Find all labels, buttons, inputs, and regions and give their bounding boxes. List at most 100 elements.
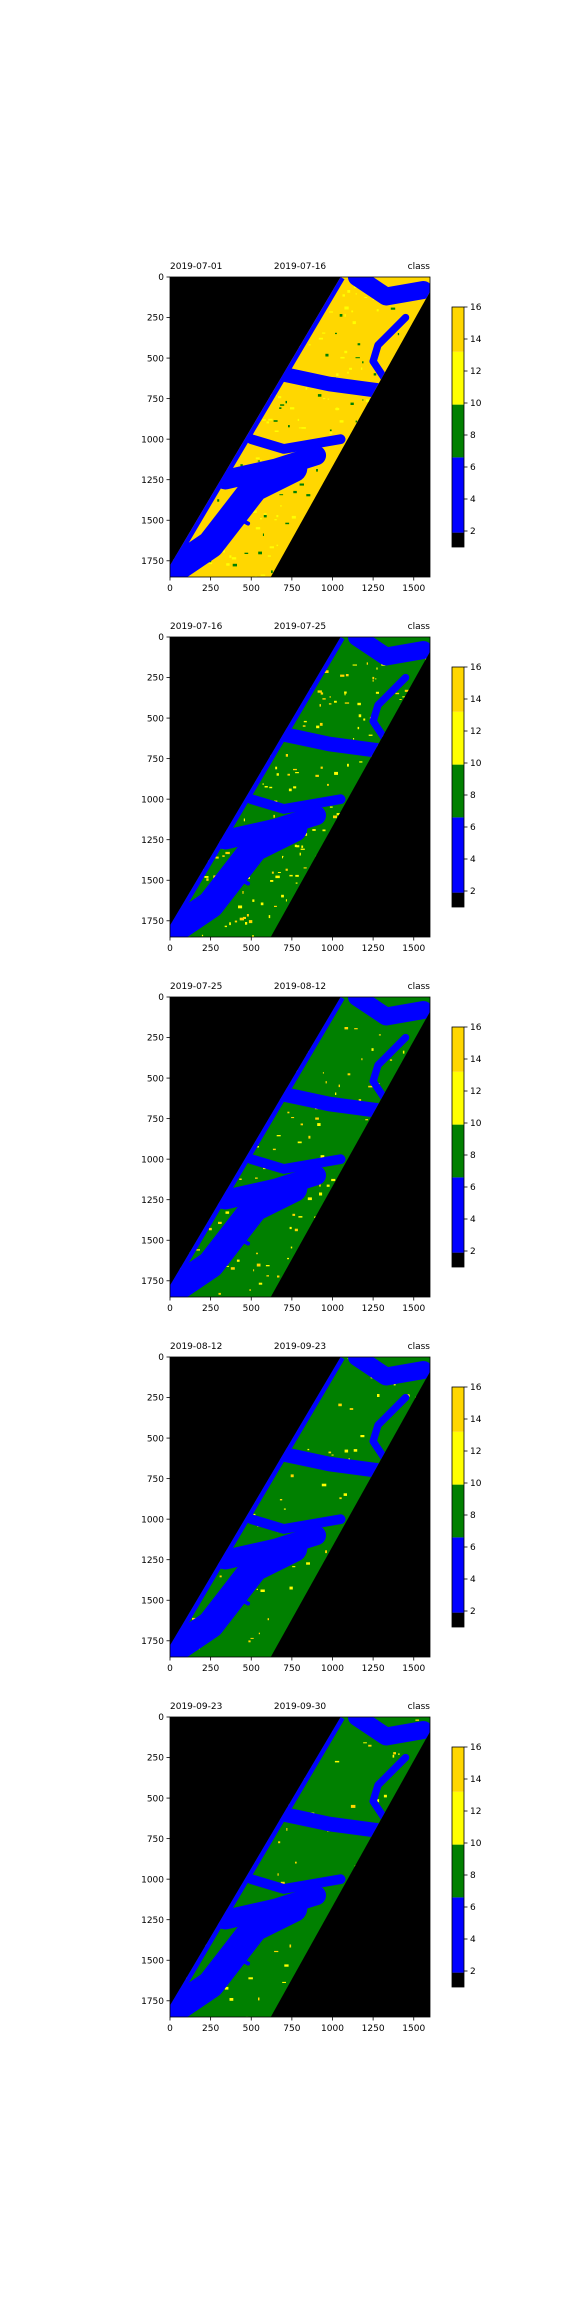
land-speckle <box>274 905 277 907</box>
land-speckle <box>373 373 377 376</box>
x-tick-label: 0 <box>167 1304 173 1314</box>
panel-1: 2019-07-01 2019-07-16 class 0 250 500 750 1000 1… <box>141 262 482 594</box>
land-speckle <box>344 692 346 696</box>
y-tick-label: 500 <box>147 714 164 724</box>
land-speckle <box>307 1197 312 1201</box>
land-speckle <box>282 1981 286 1983</box>
y-tick-label: 1500 <box>141 516 164 526</box>
y-tick-label: 1250 <box>141 1196 164 1206</box>
water-edge <box>170 997 345 1288</box>
x-tick-label: 750 <box>283 1664 300 1674</box>
land-speckle <box>398 1753 400 1755</box>
water-channel <box>369 1033 410 1105</box>
water-channel <box>246 1874 346 1894</box>
colorbar-segment <box>452 1972 464 1987</box>
land-speckle <box>285 899 287 902</box>
panel-3: 2019-07-25 2019-08-12 class 0 250 500 750 1000 1… <box>141 982 482 1314</box>
land-speckle <box>301 845 304 848</box>
land-speckle <box>328 703 332 705</box>
water-channel <box>224 1230 251 1246</box>
land-speckle <box>355 293 357 295</box>
land-speckle <box>329 431 333 434</box>
land-speckle <box>279 494 284 496</box>
colorbar-tick-label: 8 <box>470 1511 476 1521</box>
land-speckle <box>196 1249 200 1251</box>
land-speckle <box>287 773 290 776</box>
water-channel <box>276 1807 386 1838</box>
land-speckle <box>377 1799 380 1803</box>
land-speckle <box>344 1449 349 1453</box>
x-tick-label: 1250 <box>362 944 385 954</box>
colorbar-segment <box>452 1747 464 1792</box>
land-speckle <box>273 814 275 818</box>
y-tick-label: 750 <box>147 755 164 765</box>
land-speckle <box>265 1265 270 1267</box>
y-tick-label: 750 <box>147 1115 164 1125</box>
land-speckle <box>246 914 249 917</box>
land-speckle <box>222 549 225 553</box>
land-speckle <box>252 899 255 902</box>
land-speckle <box>257 460 260 462</box>
colorbar-segment <box>452 711 464 765</box>
colorbar-tick-label: 8 <box>470 791 476 801</box>
colorbar-tick-label: 10 <box>470 1479 482 1489</box>
land-speckle <box>372 676 375 680</box>
land-speckle <box>238 905 243 909</box>
land-speckle <box>375 678 377 680</box>
colorbar-tick-label: 10 <box>470 399 482 409</box>
panel-title-right: class <box>408 1342 431 1352</box>
land-speckle <box>289 1226 292 1230</box>
land-speckle <box>336 373 339 376</box>
land-speckle <box>347 1073 351 1076</box>
land-speckle <box>258 1997 260 2001</box>
land-speckle <box>319 722 323 726</box>
land-speckle <box>393 1752 396 1755</box>
land-speckle <box>277 1275 280 1278</box>
y-tick-label: 750 <box>147 1475 164 1485</box>
land-speckle <box>271 871 274 874</box>
land-speckle <box>360 1435 365 1438</box>
land-speckle <box>230 1267 235 1270</box>
land-speckle <box>368 734 373 736</box>
land-speckle <box>320 692 324 695</box>
colorbar-tick-label: 16 <box>470 1383 482 1393</box>
water-channel <box>246 1154 346 1174</box>
land-speckle <box>368 1085 373 1088</box>
land-speckle <box>375 691 379 694</box>
land-speckle <box>316 469 318 472</box>
land-speckle <box>377 1394 380 1397</box>
land-speckle <box>363 718 366 721</box>
land-speckle <box>351 310 354 313</box>
colorbar-tick-label: 12 <box>470 367 481 377</box>
land-speckle <box>319 704 321 707</box>
colorbar-frame <box>451 1746 465 1988</box>
water-channel <box>224 1590 251 1606</box>
y-tick-label: 0 <box>158 633 164 643</box>
land-speckle <box>344 1027 349 1030</box>
land-speckle <box>239 1178 242 1180</box>
colorbar-segment <box>452 817 464 893</box>
land-speckle <box>295 882 298 884</box>
x-tick-label: 750 <box>283 1304 300 1314</box>
land-speckle <box>253 1269 255 1272</box>
x-tick-label: 0 <box>167 2024 173 2034</box>
land-speckle <box>260 1589 265 1592</box>
land-speckle <box>289 874 293 877</box>
land-speckle <box>362 399 364 401</box>
land-speckle <box>266 421 269 424</box>
land-speckle <box>357 343 361 346</box>
land-speckle <box>361 367 363 370</box>
land-speckle <box>340 674 345 677</box>
y-tick-label: 1500 <box>141 1956 164 1966</box>
land-speckle <box>263 515 267 518</box>
land-speckle <box>256 1263 261 1267</box>
x-tick-label: 1250 <box>362 1304 385 1314</box>
land-speckle <box>252 935 254 937</box>
land-speckle <box>319 1192 323 1196</box>
land-speckle <box>328 1451 332 1454</box>
land-speckle <box>274 1950 279 1953</box>
land-speckle <box>217 499 220 502</box>
land-speckle <box>206 878 209 881</box>
panel-title-left: 2019-07-25 <box>170 982 222 992</box>
panel-title-center: 2019-07-25 <box>274 622 326 632</box>
